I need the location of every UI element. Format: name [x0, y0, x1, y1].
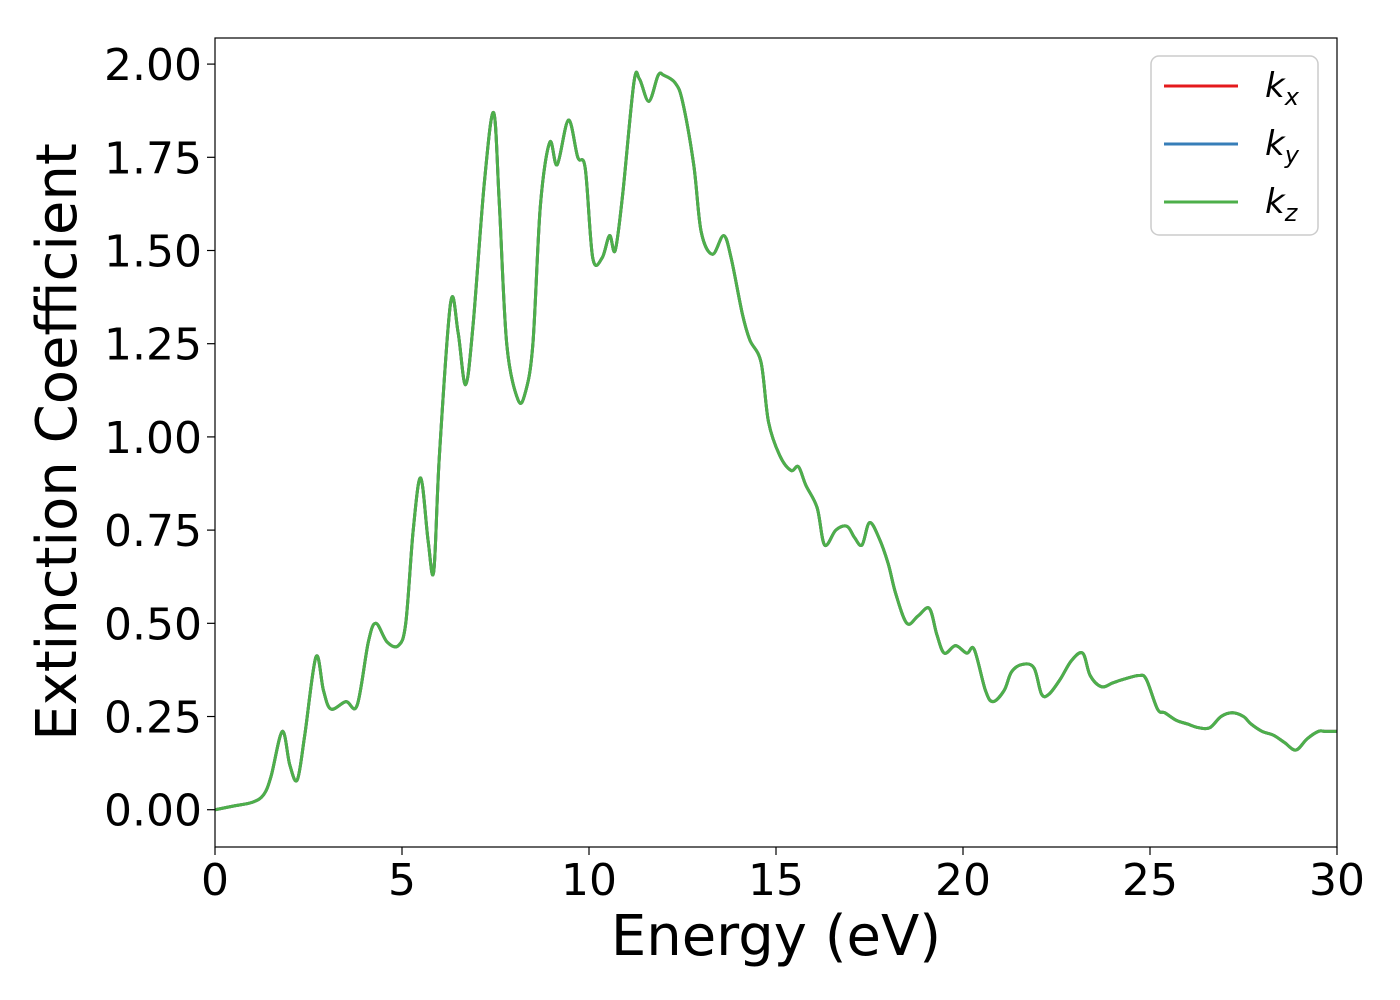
x-tick-label: 0	[201, 855, 229, 906]
y-tick-label: 1.75	[104, 133, 202, 184]
x-tick-label: 5	[388, 855, 416, 906]
legend-label: kx	[1265, 66, 1300, 111]
legend-label: kz	[1265, 182, 1299, 227]
y-axis-label: Extinction Coefficient	[25, 143, 90, 741]
legend-label-sub: x	[1284, 83, 1300, 111]
legend-label-main: k	[1265, 66, 1286, 106]
series-line-k-z	[215, 70, 1337, 812]
legend-label-main: k	[1265, 182, 1286, 222]
y-tick-label: 1.00	[104, 413, 202, 464]
legend-label-sub: y	[1284, 141, 1300, 169]
legend-label: ky	[1265, 124, 1300, 169]
y-tick-label: 1.25	[104, 320, 202, 371]
y-tick-label: 1.50	[104, 227, 202, 278]
y-tick-label: 2.00	[104, 40, 202, 91]
series-group	[215, 70, 1337, 812]
y-tick-label: 0.75	[104, 506, 202, 557]
y-tick-label: 0.50	[104, 599, 202, 650]
x-tick-label: 10	[561, 855, 617, 906]
x-tick-label: 20	[935, 855, 991, 906]
legend-label-main: k	[1265, 124, 1286, 164]
legend-label-sub: z	[1284, 199, 1299, 227]
x-axis-label: Energy (eV)	[611, 904, 941, 969]
y-tick-label: 0.00	[104, 786, 202, 837]
x-tick-label: 30	[1309, 855, 1365, 906]
x-axis-ticks: 0 5 10 15 20 25 30	[201, 847, 1365, 906]
y-axis-ticks: 0.00 0.25 0.50 0.75 1.00 1.25 1.50 1.75 2.00	[104, 40, 215, 837]
y-tick-label: 0.25	[104, 693, 202, 744]
x-tick-label: 15	[748, 855, 804, 906]
x-tick-label: 25	[1122, 855, 1178, 906]
